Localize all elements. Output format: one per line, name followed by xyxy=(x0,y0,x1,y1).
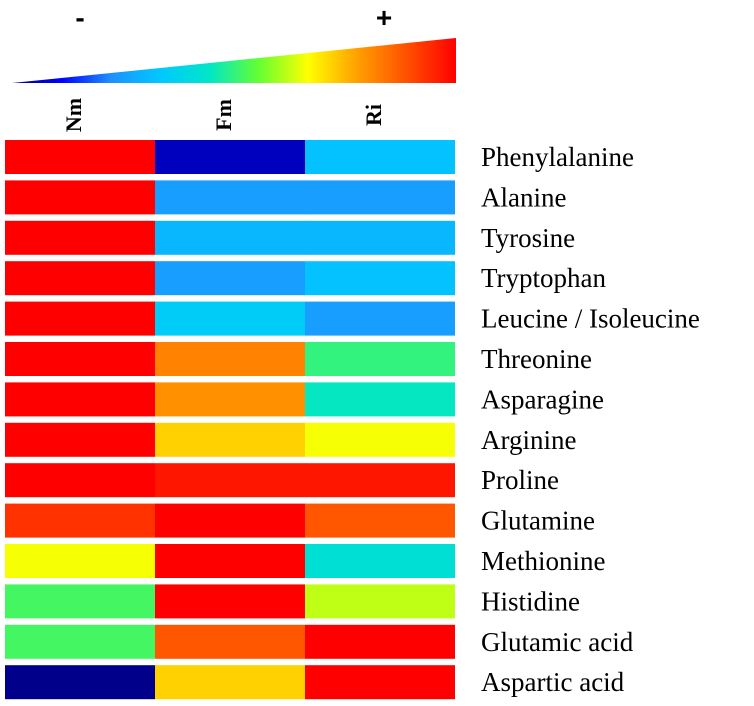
cell-arginine-nm xyxy=(5,422,156,457)
cell-tryptophan-ri xyxy=(305,261,455,296)
cell-asparagine-fm xyxy=(155,382,306,417)
cell-aspartic-acid-ri xyxy=(305,665,455,700)
cell-alanine-ri xyxy=(305,180,455,215)
cell-alanine-nm xyxy=(5,180,156,215)
row-labels: Phenylalanine Alanine Tyrosine Tryptophan Le… xyxy=(481,142,700,697)
cell-phenylalanine-fm xyxy=(155,140,306,174)
row-label-proline: Proline xyxy=(481,465,559,495)
row-label-asparagine: Asparagine xyxy=(481,384,604,414)
cell-tyrosine-ri xyxy=(305,220,455,255)
row-label-histidine: Histidine xyxy=(481,586,580,616)
cell-leucine-isoleucine-fm xyxy=(155,301,306,336)
cell-phenylalanine-ri xyxy=(305,140,455,174)
column-label-fm: Fm xyxy=(211,99,236,131)
legend-low-label: - xyxy=(75,2,84,33)
cell-tryptophan-fm xyxy=(155,261,306,296)
cell-tyrosine-fm xyxy=(155,220,306,255)
cell-glutamine-nm xyxy=(5,503,156,538)
column-label-ri: Ri xyxy=(361,104,386,126)
cell-threonine-nm xyxy=(5,342,156,376)
row-label-aspartic-acid: Aspartic acid xyxy=(481,667,625,697)
legend-gradient-wedge xyxy=(12,38,456,83)
cell-arginine-ri xyxy=(305,422,455,457)
row-label-threonine: Threonine xyxy=(481,344,592,374)
cell-methionine-nm xyxy=(5,544,156,578)
legend-high-label: + xyxy=(376,2,392,33)
row-label-glutamic-acid: Glutamic acid xyxy=(481,627,634,657)
cell-histidine-nm xyxy=(5,584,156,619)
cell-glutamic-acid-ri xyxy=(305,624,455,659)
cell-glutamine-fm xyxy=(155,503,306,538)
cell-asparagine-ri xyxy=(305,382,455,417)
cell-histidine-ri xyxy=(305,584,455,619)
row-label-leucine-isoleucine: Leucine / Isoleucine xyxy=(481,304,700,334)
cell-methionine-ri xyxy=(305,544,455,578)
cell-histidine-fm xyxy=(155,584,306,619)
row-label-methionine: Methionine xyxy=(481,546,605,576)
cell-asparagine-nm xyxy=(5,382,156,417)
cell-leucine-isoleucine-nm xyxy=(5,301,156,336)
cell-phenylalanine-nm xyxy=(5,140,156,174)
column-label-nm: Nm xyxy=(61,98,86,132)
row-label-tryptophan: Tryptophan xyxy=(481,263,607,293)
cell-proline-nm xyxy=(5,463,156,498)
cell-tyrosine-nm xyxy=(5,220,156,255)
row-label-arginine: Arginine xyxy=(481,425,577,455)
cell-methionine-fm xyxy=(155,544,306,578)
cell-glutamine-ri xyxy=(305,503,455,538)
cell-glutamic-acid-fm xyxy=(155,624,306,659)
column-labels: Nm Fm Ri xyxy=(61,98,386,132)
row-label-glutamine: Glutamine xyxy=(481,506,595,536)
cell-leucine-isoleucine-ri xyxy=(305,301,455,336)
cell-alanine-fm xyxy=(155,180,306,215)
cell-proline-ri xyxy=(305,463,455,498)
row-label-tyrosine: Tyrosine xyxy=(481,223,575,253)
row-label-phenylalanine: Phenylalanine xyxy=(481,142,634,172)
row-label-alanine: Alanine xyxy=(481,182,566,212)
color-legend: - + xyxy=(12,2,456,83)
cell-aspartic-acid-fm xyxy=(155,665,306,700)
cell-proline-fm xyxy=(155,463,306,498)
heatmap-cells xyxy=(5,140,455,700)
cell-threonine-ri xyxy=(305,342,455,376)
cell-threonine-fm xyxy=(155,342,306,376)
cell-aspartic-acid-nm xyxy=(5,665,156,700)
cell-glutamic-acid-nm xyxy=(5,624,156,659)
cell-arginine-fm xyxy=(155,422,306,457)
cell-tryptophan-nm xyxy=(5,261,156,296)
